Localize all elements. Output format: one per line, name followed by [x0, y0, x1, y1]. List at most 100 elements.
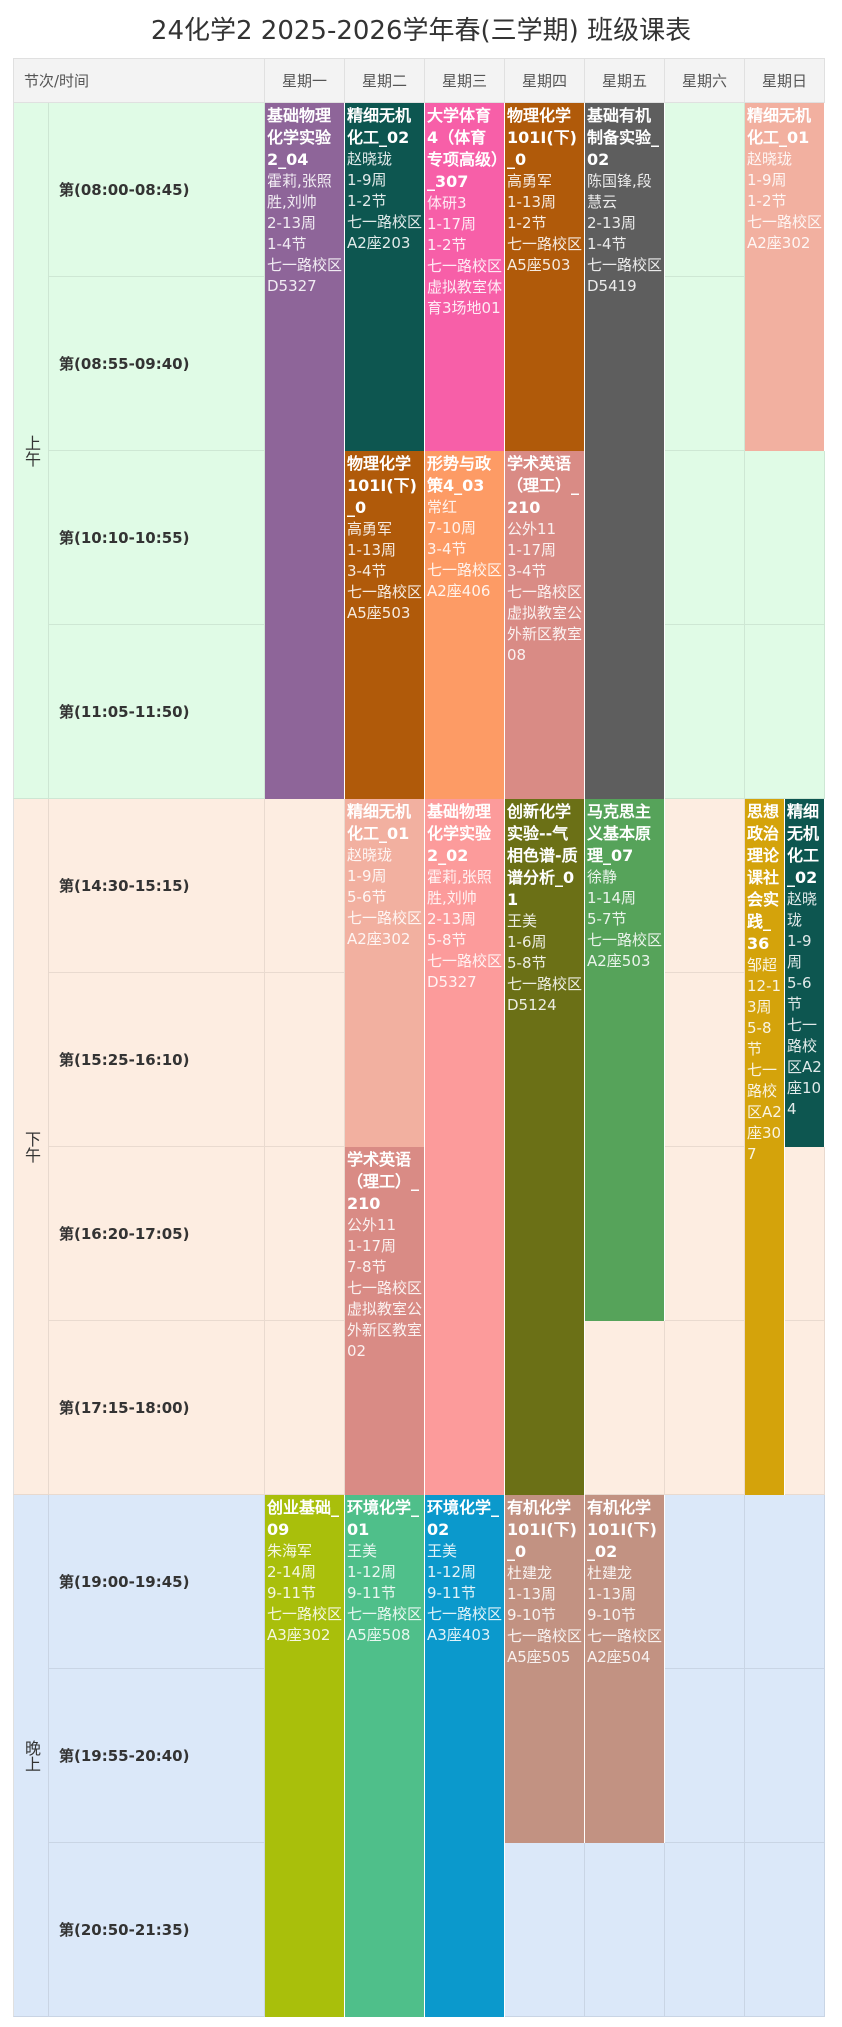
- course-detail: 1-17周: [507, 541, 557, 559]
- course-detail: 公外11: [507, 520, 557, 538]
- slot: [665, 1843, 745, 2017]
- course-detail: 1-13周: [587, 1585, 637, 1603]
- course-block: 基础物理化学实验2_02 霍莉,张照胜,刘帅 2-13周 5-8节 七一路校区D5327: [425, 799, 505, 1495]
- course-detail: 王美: [347, 1542, 378, 1560]
- course-detail: 1-13周: [347, 541, 397, 559]
- slot: [665, 1669, 745, 1843]
- course-detail: 七一路校区A2座302: [747, 213, 823, 252]
- course-name: 有机化学101I(下)_0: [507, 1498, 577, 1561]
- course-detail: 高勇军: [347, 520, 393, 538]
- day-header: 星期一: [265, 58, 345, 103]
- course-name: 环境化学_02: [427, 1498, 500, 1539]
- course-detail: 七一路校区虚拟教室公外新区教室02: [347, 1279, 423, 1360]
- course-block: 有机化学101I(下)_0 杜建龙 1-13周 9-10节 七一路校区A5座505: [505, 1495, 585, 1843]
- course-detail: 1-4节: [267, 235, 307, 253]
- course-detail: 高勇军: [507, 172, 553, 190]
- course-detail: 霍莉,张照胜,刘帅: [267, 172, 332, 211]
- course-name: 精细无机化工_02: [787, 802, 820, 887]
- course-detail: 1-9周: [747, 171, 787, 189]
- course-detail: 公外11: [347, 1216, 397, 1234]
- slot: [665, 625, 745, 799]
- course-block: 环境化学_02 王美 1-12周 9-11节 七一路校区A3座403: [425, 1495, 505, 2017]
- course-detail: 七一路校区A2座406: [427, 561, 503, 600]
- course-detail: 徐静: [587, 868, 618, 886]
- course-name: 学术英语（理工）_210: [347, 1150, 420, 1213]
- course-detail: 1-13周: [507, 193, 557, 211]
- course-detail: 七一路校区D5124: [507, 975, 583, 1014]
- header-corner: 节次/时间: [13, 58, 265, 103]
- course-name: 大学体育4（体育专项高级）_307: [427, 106, 500, 191]
- course-block: 物理化学101I(下)_0 高勇军 1-13周 3-4节 七一路校区A5座503: [345, 451, 425, 799]
- course-detail: 9-11节: [427, 1584, 477, 1602]
- slot: [745, 1843, 825, 2017]
- course-block: 精细无机化工_02 赵晓珑 1-9周 5-6节 七一路校区A2座104: [785, 799, 825, 1147]
- course-name: 创新化学实验--气相色谱-质谱分析_01: [507, 802, 578, 909]
- course-detail: 体研3: [427, 194, 467, 212]
- slot: [665, 1147, 745, 1321]
- course-detail: 9-10节: [587, 1606, 637, 1624]
- course-name: 学术英语（理工）_210: [507, 454, 580, 517]
- course-detail: 1-4节: [587, 235, 627, 253]
- period-label: 第(11:05-11:50): [49, 625, 265, 799]
- course-detail: 1-2节: [347, 192, 387, 210]
- course-name: 基础物理化学实验2_02: [427, 802, 492, 865]
- course-detail: 常红: [427, 498, 458, 516]
- course-block: 有机化学101I(下)_02 杜建龙 1-13周 9-10节 七一路校区A2座504: [585, 1495, 665, 1843]
- slot: [265, 1147, 345, 1321]
- course-detail: 1-2节: [507, 214, 547, 232]
- slot: [265, 799, 345, 973]
- slot: [745, 1669, 825, 1843]
- course-detail: 5-8节: [747, 1019, 772, 1058]
- course-detail: 七一路校区A2座203: [347, 213, 423, 252]
- slot: [265, 1321, 345, 1495]
- period-label: 第(15:25-16:10): [49, 973, 265, 1147]
- period-label: 第(16:20-17:05): [49, 1147, 265, 1321]
- course-detail: 七一路校区A2座307: [747, 1061, 782, 1163]
- course-detail: 七一路校区A2座504: [587, 1627, 663, 1666]
- course-block: 基础有机制备实验_02 陈国锋,段慧云 2-13周 1-4节 七一路校区D5419: [585, 103, 665, 799]
- course-detail: 1-2节: [747, 192, 787, 210]
- course-block: 基础物理化学实验2_04 霍莉,张照胜,刘帅 2-13周 1-4节 七一路校区D5327: [265, 103, 345, 799]
- course-detail: 赵晓珑: [347, 150, 393, 168]
- course-name: 环境化学_01: [347, 1498, 420, 1539]
- period-label: 第(19:00-19:45): [49, 1495, 265, 1669]
- course-block: 思想政治理论课社会实践_36 邹超 12-13周 5-8节 七一路校区A2座307: [745, 799, 785, 1495]
- course-detail: 3-4节: [507, 562, 547, 580]
- course-name: 有机化学101I(下)_02: [587, 1498, 657, 1561]
- course-detail: 霍莉,张照胜,刘帅: [427, 868, 492, 907]
- period-label: 第(20:50-21:35): [49, 1843, 265, 2017]
- section-label: 晚上: [13, 1495, 49, 2017]
- section-label: 上午: [13, 103, 49, 799]
- course-detail: 七一路校区虚拟教室体育3场地01: [427, 257, 503, 317]
- course-detail: 5-8节: [427, 931, 467, 949]
- course-detail: 七一路校区A3座403: [427, 1605, 503, 1644]
- day-header: 星期四: [505, 58, 585, 103]
- slot: [665, 277, 745, 451]
- course-detail: 七一路校区A2座503: [587, 931, 663, 970]
- course-name: 马克思主义基本原理_07: [587, 802, 652, 865]
- course-detail: 5-6节: [347, 888, 387, 906]
- course-detail: 陈国锋,段慧云: [587, 172, 652, 211]
- course-block: 学术英语（理工）_210 公外11 1-17周 7-8节 七一路校区虚拟教室公外新区教室…: [345, 1147, 425, 1495]
- course-detail: 1-17周: [427, 215, 477, 233]
- slot: [585, 1843, 665, 2017]
- course-detail: 1-9周: [347, 867, 387, 885]
- course-detail: 1-9周: [347, 171, 387, 189]
- day-header: 星期二: [345, 58, 425, 103]
- course-block: 物理化学101I(下)_0 高勇军 1-13周 1-2节 七一路校区A5座503: [505, 103, 585, 451]
- course-detail: 王美: [507, 912, 538, 930]
- course-detail: 杜建龙: [507, 1564, 553, 1582]
- course-detail: 7-10周: [427, 519, 477, 537]
- course-detail: 七一路校区A5座508: [347, 1605, 423, 1644]
- course-name: 物理化学101I(下)_0: [347, 454, 417, 517]
- course-detail: 1-14周: [587, 889, 637, 907]
- course-block: 创业基础_09 朱海军 2-14周 9-11节 七一路校区A3座302: [265, 1495, 345, 2017]
- slot: [665, 799, 745, 973]
- course-detail: 赵晓珑: [787, 890, 818, 929]
- course-detail: 7-8节: [347, 1258, 387, 1276]
- day-header: 星期五: [585, 58, 665, 103]
- course-detail: 9-11节: [267, 1584, 317, 1602]
- course-detail: 2-13周: [267, 214, 317, 232]
- course-name: 基础物理化学实验2_04: [267, 106, 332, 169]
- course-name: 创业基础_09: [267, 1498, 340, 1539]
